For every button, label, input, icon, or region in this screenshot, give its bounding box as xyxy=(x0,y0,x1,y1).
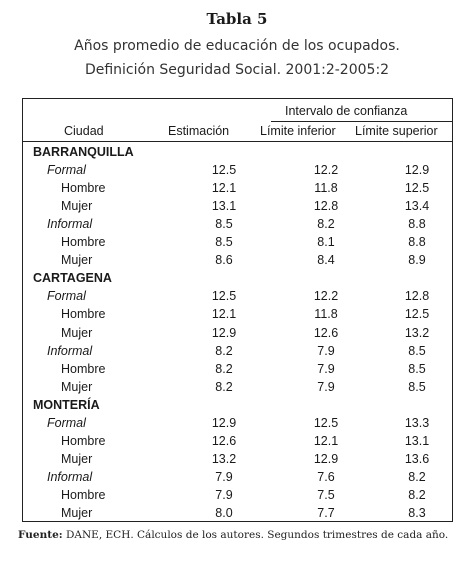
limite-inferior-cell: 12.5 xyxy=(313,415,339,430)
header-divider-partial xyxy=(271,121,453,122)
sector-label: Informal xyxy=(47,217,93,232)
estimacion-cell: 12.9 xyxy=(211,415,237,430)
gender-label: Hombre xyxy=(61,487,106,502)
header-estimacion: Estimación xyxy=(168,124,230,138)
gender-label: Hombre xyxy=(61,235,106,250)
limite-superior-cell: 8.2 xyxy=(408,487,426,502)
estimacion-cell: 13.1 xyxy=(211,199,237,214)
gender-label: Mujer xyxy=(61,506,93,520)
estimacion-cell: 13.2 xyxy=(211,451,237,466)
limite-inferior-cell: 8.2 xyxy=(317,217,335,232)
gender-label: Hombre xyxy=(61,181,106,196)
limite-superior-cell: 12.5 xyxy=(404,307,430,322)
limite-inferior-cell: 12.1 xyxy=(313,433,339,448)
limite-inferior-cell: 7.9 xyxy=(317,361,335,376)
estimacion-cell: 7.9 xyxy=(215,469,233,484)
limite-superior-cell: 13.4 xyxy=(404,199,430,214)
limite-superior-cell: 8.5 xyxy=(408,343,426,358)
limite-inferior-cell: 7.7 xyxy=(317,506,335,520)
limite-superior-cell: 8.8 xyxy=(408,235,426,250)
city-label: BARRANQUILLA xyxy=(33,145,134,159)
source-note: Fuente: DANE, ECH. Cálculos de los autor… xyxy=(18,529,468,541)
limite-inferior-cell: 12.9 xyxy=(313,451,339,466)
table-subtitle-line1: Años promedio de educación de los ocupad… xyxy=(74,38,400,54)
limite-superior-cell: 13.1 xyxy=(404,433,430,448)
limite-superior-cell: 8.2 xyxy=(408,469,426,484)
limite-superior-cell: 8.8 xyxy=(408,217,426,232)
source-label: Fuente: xyxy=(18,529,63,541)
limite-inferior-cell: 12.2 xyxy=(313,163,339,178)
header-divider xyxy=(23,141,452,142)
estimacion-cell: 8.2 xyxy=(215,379,233,394)
limite-inferior-cell: 7.9 xyxy=(317,379,335,394)
limite-inferior-cell: 12.8 xyxy=(313,199,339,214)
limite-inferior-cell: 11.8 xyxy=(314,181,338,196)
data-table: Intervalo de confianza Ciudad Estimación… xyxy=(22,98,453,522)
sector-label: Formal xyxy=(47,415,86,430)
table-subtitle-line2: Definición Seguridad Social. 2001:2-2005… xyxy=(84,62,390,78)
header-group-label: Intervalo de confianza xyxy=(285,104,408,118)
limite-inferior-cell: 7.5 xyxy=(317,487,335,502)
sector-label: Formal xyxy=(47,163,86,178)
sector-label: Formal xyxy=(47,289,86,304)
limite-superior-cell: 12.9 xyxy=(404,163,430,178)
limite-superior-cell: 13.6 xyxy=(404,451,430,466)
estimacion-cell: 8.5 xyxy=(215,217,233,232)
limite-superior-cell: 8.3 xyxy=(408,506,426,520)
estimacion-cell: 8.6 xyxy=(215,253,233,268)
limite-inferior-cell: 12.2 xyxy=(313,289,339,304)
source-text: DANE, ECH. Cálculos de los autores. Segu… xyxy=(65,529,449,541)
limite-inferior-cell: 8.1 xyxy=(317,235,335,250)
header-limite-superior: Límite superior xyxy=(355,124,438,138)
estimacion-cell: 12.9 xyxy=(211,325,237,340)
header-ciudad: Ciudad xyxy=(64,124,104,138)
estimacion-cell: 8.2 xyxy=(215,361,233,376)
estimacion-cell: 12.5 xyxy=(211,289,237,304)
gender-label: Mujer xyxy=(61,451,93,466)
estimacion-cell: 8.5 xyxy=(215,235,233,250)
city-label: MONTERÍA xyxy=(33,397,100,412)
city-label: CARTAGENA xyxy=(33,271,112,286)
limite-inferior-cell: 12.6 xyxy=(313,325,339,340)
gender-label: Mujer xyxy=(61,253,93,268)
estimacion-cell: 12.5 xyxy=(211,163,237,178)
estimacion-cell: 8.2 xyxy=(215,343,233,358)
limite-superior-cell: 8.5 xyxy=(408,361,426,376)
estimacion-cell: 12.1 xyxy=(211,307,237,322)
gender-label: Hombre xyxy=(61,433,106,448)
limite-superior-cell: 13.3 xyxy=(404,415,430,430)
estimacion-cell: 8.0 xyxy=(215,506,233,520)
limite-superior-cell: 12.8 xyxy=(404,289,430,304)
header-limite-inferior: Límite inferior xyxy=(260,124,336,138)
limite-superior-cell: 13.2 xyxy=(404,325,430,340)
gender-label: Mujer xyxy=(61,379,93,394)
gender-label: Mujer xyxy=(61,325,93,340)
limite-superior-cell: 8.9 xyxy=(408,253,426,268)
limite-superior-cell: 12.5 xyxy=(404,181,430,196)
gender-label: Mujer xyxy=(61,199,93,214)
estimacion-cell: 12.1 xyxy=(211,181,237,196)
limite-inferior-cell: 8.4 xyxy=(317,253,335,268)
gender-label: Hombre xyxy=(61,361,106,376)
limite-superior-cell: 8.5 xyxy=(408,379,426,394)
sector-label: Informal xyxy=(47,469,93,484)
sector-label: Informal xyxy=(47,343,93,358)
limite-inferior-cell: 7.6 xyxy=(317,469,335,484)
limite-inferior-cell: 11.8 xyxy=(314,307,338,322)
table-title: Tabla 5 xyxy=(206,10,268,28)
estimacion-cell: 12.6 xyxy=(211,433,237,448)
gender-label: Hombre xyxy=(61,307,106,322)
limite-inferior-cell: 7.9 xyxy=(317,343,335,358)
estimacion-cell: 7.9 xyxy=(215,487,233,502)
